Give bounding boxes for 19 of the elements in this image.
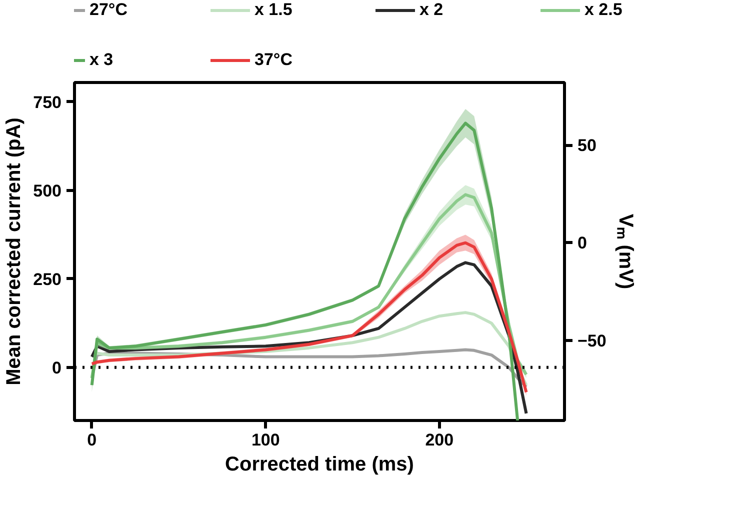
y-axis-title: Mean corrected current (pA) [3,118,26,386]
legend-label: x 1.5 [254,0,294,20]
y-tick-label: 0 [52,358,62,378]
legend-label: 27°C [90,0,128,20]
x-tick-label: 100 [251,430,280,450]
legend-label: x 2.5 [584,0,624,20]
legend-label: x 3 [90,50,114,70]
x-axis-title: Corrected time (ms) [225,454,414,476]
y2-tick-label: 0 [578,234,587,253]
legend-label: x 2 [420,0,444,20]
y2-tick-label: 50 [578,136,596,156]
y2-axis-title: Vₘ (mV) [614,214,636,290]
x-tick-label: 0 [87,430,97,450]
legend-label: 37°C [254,50,294,70]
y-tick-label: 250 [33,270,62,289]
y-tick-label: 500 [33,181,62,200]
x-tick-label: 200 [425,430,454,450]
y-tick-label: 750 [33,92,62,112]
y2-tick-label: −50 [578,331,606,350]
